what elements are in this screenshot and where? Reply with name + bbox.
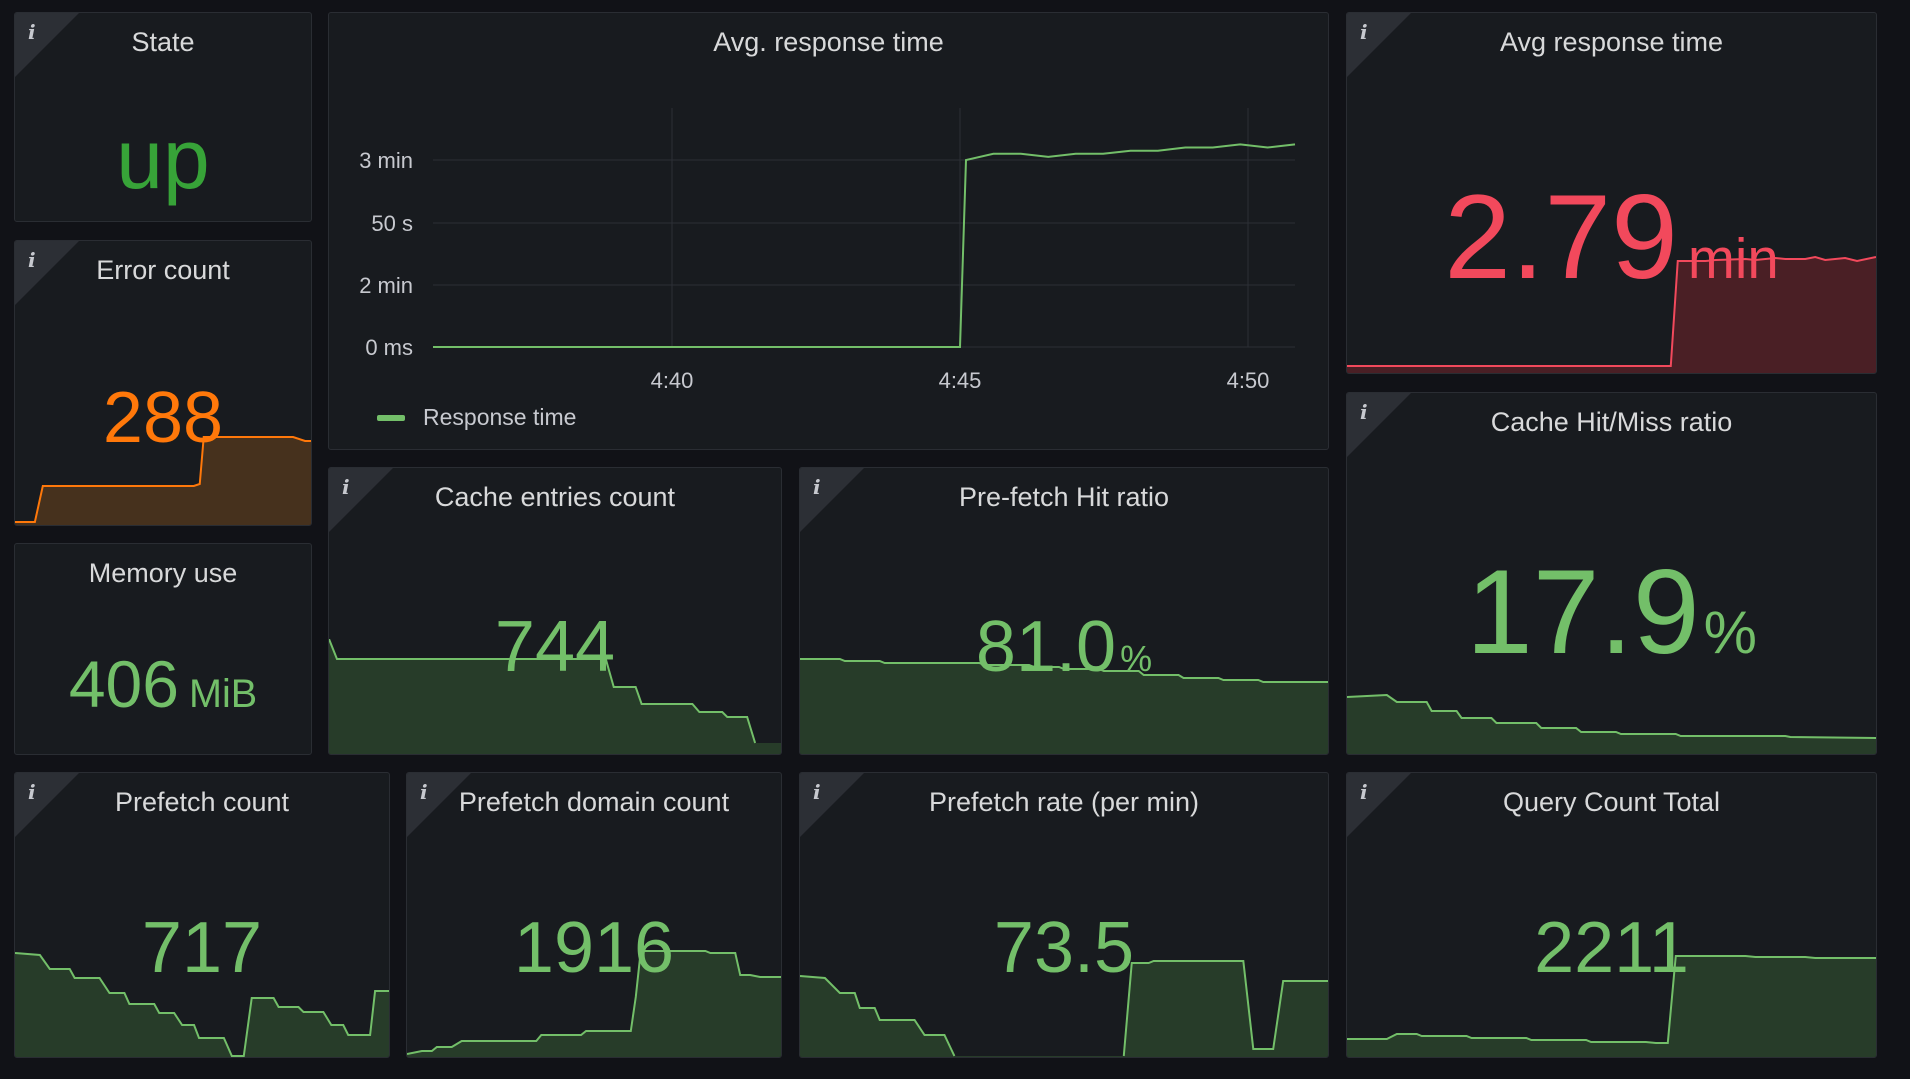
info-icon[interactable]: i [813,780,821,804]
panel-title: State [131,27,195,57]
cache-entries-count-value: 744 [494,607,616,687]
legend-label: Response time [423,404,577,430]
panel-corner [407,773,471,837]
sparkline [1347,255,1876,373]
prefetch-count-value: 717 [141,908,263,988]
error-count-panel: i Error count 288 [14,240,312,526]
value-number: 17.9 [1466,545,1700,679]
value-unit: % [1703,599,1757,666]
panel-title: Cache Hit/Miss ratio [1490,407,1733,437]
info-icon[interactable]: i [1360,780,1368,804]
prefetch-rate-panel: i Prefetch rate (per min) 73.5 [799,772,1329,1058]
query-count-total-panel: i Query Count Total 2211 [1346,772,1877,1058]
panel-corner [1347,13,1411,77]
prefetch-domain-count-panel: i Prefetch domain count 1916 [406,772,782,1058]
panel-corner [800,468,864,532]
prefetch-domain-count-value: 1916 [513,908,675,988]
info-icon[interactable]: i [28,780,36,804]
info-icon[interactable]: i [420,780,428,804]
panel-corner [800,773,864,837]
panel-corner [15,241,79,305]
query-count-total-value: 2211 [1534,908,1689,988]
avg-response-time-chart-panel: Avg. response time 0 ms 2 min 50 s 3 min 4:4… [328,12,1329,450]
memory-use-panel: Memory use 406 MiB [14,543,312,755]
state-panel: i State up [14,12,312,222]
value-unit: min [1687,227,1779,290]
prefetch-count-panel: i Prefetch count 717 [14,772,390,1058]
error-count-value: 288 [102,378,224,458]
sparkline [1347,955,1876,1057]
y-tick-label: 0 ms [365,335,413,360]
cache-hit-miss-ratio-panel: i Cache Hit/Miss ratio 17.9% [1346,392,1877,755]
value-number: 406 [68,647,179,721]
panel-corner [15,13,79,77]
series-line-response-time [433,143,1296,348]
x-tick-label: 4:45 [939,368,982,393]
panel-title: Avg. response time [713,27,944,57]
sparkline [800,658,1328,754]
sparkline [407,950,781,1057]
sparkline [329,639,781,754]
panel-corner [15,773,79,837]
info-icon[interactable]: i [342,475,350,499]
memory-use-value: 406 MiB [15,646,311,722]
value-number: 81.0 [975,607,1117,687]
panel-title: Pre-fetch Hit ratio [958,482,1170,512]
response-time-chart[interactable]: 0 ms 2 min 50 s 3 min 4:40 4:45 4:50 [329,13,1329,450]
legend-item-response-time[interactable]: Response time [377,404,576,431]
sparkline [1347,694,1876,754]
info-icon[interactable]: i [1360,20,1368,44]
sparkline [800,960,1328,1057]
panel-title: Avg response time [1499,27,1724,57]
panel-title: Prefetch domain count [458,787,730,817]
cache-entries-count-panel: i Cache entries count 744 [328,467,782,755]
value-unit: % [1120,638,1153,679]
y-tick-label: 50 s [371,211,413,236]
avg-response-time-panel: i Avg response time 2.79 min [1346,12,1877,374]
panel-title: Prefetch count [114,787,290,817]
panel-title: Memory use [88,558,238,588]
legend-swatch [377,414,405,421]
prefetch-rate-value: 73.5 [993,908,1135,988]
info-icon[interactable]: i [28,20,36,44]
value-unit: MiB [188,672,258,716]
prefetch-hit-ratio-value: 81.0% [800,606,1328,688]
y-tick-label: 2 min [359,273,413,298]
panel-corner [1347,393,1411,457]
panel-title: Prefetch rate (per min) [928,787,1200,817]
info-icon[interactable]: i [28,248,36,272]
info-icon[interactable]: i [813,475,821,499]
state-value: up [116,112,210,206]
panel-title: Query Count Total [1502,787,1721,817]
sparkline [15,436,311,525]
panel-corner [329,468,393,532]
panel-title: Error count [96,255,230,285]
x-tick-label: 4:50 [1227,368,1270,393]
info-icon[interactable]: i [1360,400,1368,424]
y-tick-label: 3 min [359,148,413,173]
x-tick-label: 4:40 [651,368,694,393]
panel-corner [1347,773,1411,837]
avg-response-time-value: 2.79 min [1347,168,1876,306]
sparkline [15,952,389,1057]
value-number: 2.79 [1444,170,1678,304]
prefetch-hit-ratio-panel: i Pre-fetch Hit ratio 81.0% [799,467,1329,755]
panel-title: Cache entries count [434,482,676,512]
cache-hit-miss-ratio-value: 17.9% [1347,543,1876,681]
